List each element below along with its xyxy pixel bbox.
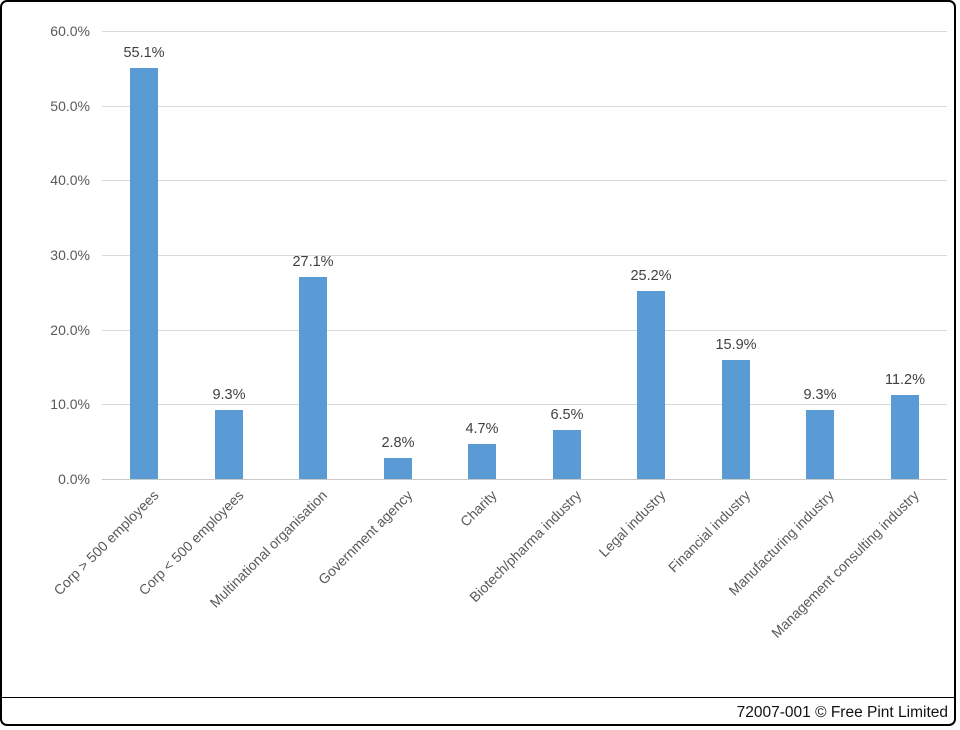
bar [130, 68, 158, 479]
footer-credit: 72007-001 © Free Pint Limited [736, 704, 948, 721]
bar [384, 458, 412, 479]
gridline [102, 180, 947, 181]
bar-value-label: 15.9% [715, 337, 757, 353]
y-axis-tick-label: 0.0% [58, 471, 90, 487]
gridline [102, 404, 947, 405]
bar [891, 395, 919, 479]
y-axis-tick-label: 30.0% [50, 247, 90, 263]
bar-value-label: 6.5% [550, 407, 584, 423]
bar [468, 444, 496, 479]
gridline [102, 31, 947, 32]
bar-value-label: 25.2% [630, 268, 672, 284]
y-axis-tick-label: 40.0% [50, 172, 90, 188]
x-axis-category-label: Legal industry [595, 487, 669, 560]
gridline [102, 106, 947, 107]
x-axis-category-label: Financial industry [664, 487, 754, 576]
gridline [102, 255, 947, 256]
bar-value-label: 9.3% [212, 387, 246, 403]
x-axis-category-label: Government agency [314, 487, 416, 588]
x-axis-category-label: Management consulting industry [768, 487, 923, 641]
x-axis-labels: Corp > 500 employees Corp < 500 employees… [50, 487, 947, 692]
footer: 72007-001 © Free Pint Limited [2, 698, 954, 724]
y-axis-tick-label: 20.0% [50, 322, 90, 338]
x-axis-category-label: Charity [456, 487, 500, 530]
bar [806, 410, 834, 479]
bar-value-label: 9.3% [803, 387, 837, 403]
bar [637, 291, 665, 479]
bar-value-label: 4.7% [465, 421, 499, 437]
bar-chart: 55.1% 9.3% 27.1% 2.8% 4.7% 6.5% 25.2% 15.9% 9.3%… [2, 2, 954, 696]
y-axis-tick-label: 60.0% [50, 23, 90, 39]
bar-value-label: 11.2% [884, 372, 926, 388]
plot-area: 55.1% 9.3% 27.1% 2.8% 4.7% 6.5% 25.2% 15.9% 9.3%… [102, 31, 947, 480]
bar [215, 410, 243, 479]
footer-divider [2, 697, 954, 698]
y-axis-tick-label: 10.0% [50, 396, 90, 412]
bar [553, 430, 581, 479]
gridline [102, 330, 947, 331]
y-axis-tick-label: 50.0% [50, 98, 90, 114]
bar [299, 277, 327, 479]
bar-value-label: 27.1% [292, 254, 334, 270]
x-axis-line [102, 479, 947, 480]
bar-value-label: 55.1% [123, 45, 165, 61]
bar-value-label: 2.8% [381, 435, 415, 451]
bar [722, 360, 750, 479]
